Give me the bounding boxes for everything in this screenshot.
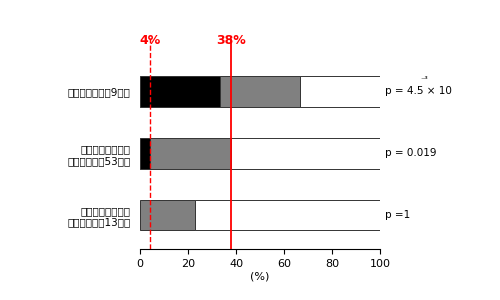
Text: 38%: 38% [216, 34, 246, 47]
Bar [231, 138, 380, 169]
Text: p =1: p =1 [385, 210, 410, 220]
Bar [196, 200, 380, 230]
Text: 4%: 4% [139, 34, 160, 47]
Bar [300, 76, 380, 107]
Bar [140, 76, 220, 107]
Text: p = 0.019: p = 0.019 [385, 148, 436, 158]
Bar [220, 76, 300, 107]
Bar [150, 138, 231, 169]
Bar [140, 200, 196, 230]
X-axis label: (%): (%) [250, 272, 270, 281]
Bar [140, 138, 149, 169]
Text: ⁻³: ⁻³ [420, 75, 428, 84]
Text: p = 4.5 × 10: p = 4.5 × 10 [385, 86, 452, 97]
